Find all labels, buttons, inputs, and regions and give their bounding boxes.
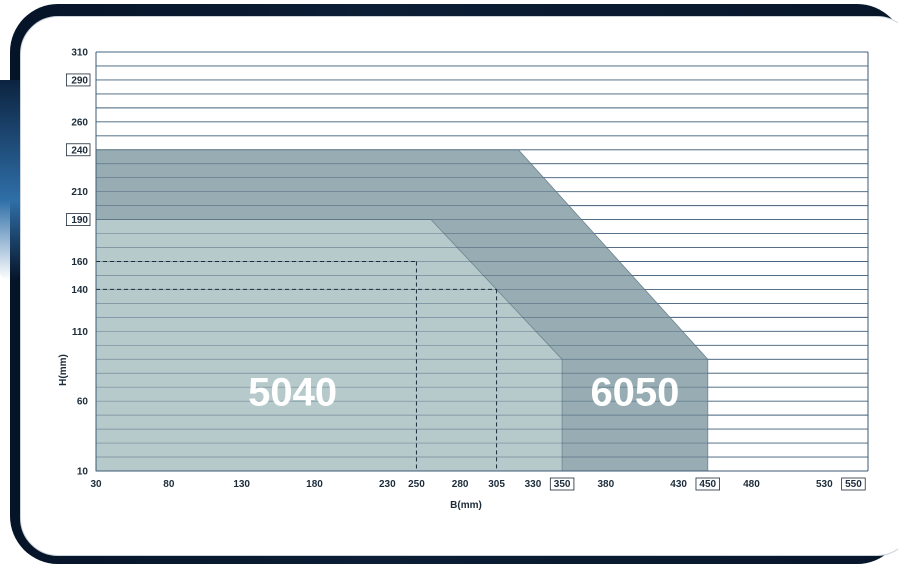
x-tick-label: 250 xyxy=(408,479,425,490)
series-label-5040: 5040 xyxy=(248,370,337,414)
x-tick-label: 280 xyxy=(452,479,469,490)
x-tick-label: 130 xyxy=(233,479,250,490)
x-tick-label: 550 xyxy=(845,479,862,490)
area-chart: 10 60 110 140 160 190 210 240 260 290 310 30 80 130 18… xyxy=(58,48,869,511)
x-tick-label: 350 xyxy=(554,479,571,490)
y-tick-label: 260 xyxy=(71,117,88,128)
x-tick-box xyxy=(549,477,575,491)
y-tick-label: 290 xyxy=(71,75,88,86)
frame-side-accent xyxy=(0,80,20,280)
x-tick-label: 380 xyxy=(597,479,614,490)
y-tick-label: 140 xyxy=(71,285,88,296)
x-tick-label: 180 xyxy=(306,479,323,490)
x-axis-label: B(mm) xyxy=(450,500,482,511)
y-tick-box xyxy=(66,73,91,87)
y-axis-label: H(mm) xyxy=(58,354,69,386)
x-tick-label: 230 xyxy=(379,479,396,490)
x-tick-label: 330 xyxy=(525,479,542,490)
x-tick-label: 450 xyxy=(699,479,716,490)
y-tick-label: 240 xyxy=(71,145,88,156)
y-tick-label: 110 xyxy=(72,327,89,338)
x-tick-label: 430 xyxy=(670,479,687,490)
x-tick-label: 30 xyxy=(90,479,102,490)
x-tick-label: 80 xyxy=(163,479,175,490)
x-tick-label: 480 xyxy=(743,479,760,490)
y-tick-label: 10 xyxy=(77,467,89,478)
y-tick-label: 310 xyxy=(71,48,88,59)
x-tick-label: 530 xyxy=(816,479,833,490)
y-tick-label: 190 xyxy=(71,215,88,226)
x-tick-box xyxy=(695,477,720,491)
model-labels: 5040 6050 xyxy=(248,370,679,414)
y-tick-label: 60 xyxy=(77,397,89,408)
tick-labels: 10 60 110 140 160 190 210 240 260 290 310 30 80 130 18… xyxy=(66,48,866,491)
y-tick-box xyxy=(66,213,91,227)
x-tick-box xyxy=(841,477,866,491)
series-label-6050: 6050 xyxy=(590,370,679,414)
axes xyxy=(95,52,869,472)
x-tick-label: 305 xyxy=(488,479,505,490)
model-areas xyxy=(95,149,709,472)
y-tick-box xyxy=(66,143,91,157)
y-tick-label: 210 xyxy=(71,187,88,198)
reference-lines xyxy=(96,261,498,471)
y-tick-label: 160 xyxy=(71,257,88,268)
